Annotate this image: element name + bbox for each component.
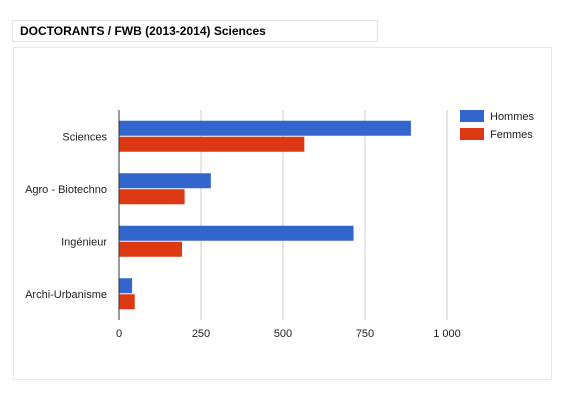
x-tick-label: 1 000 bbox=[433, 328, 461, 340]
bar-hommes-0 bbox=[119, 120, 411, 136]
chart-title-box: DOCTORANTS / FWB (2013-2014) Sciences bbox=[12, 20, 378, 42]
axes: 0 250 500 750 1 000 Sciences Agro - Biotechno I… bbox=[25, 110, 461, 340]
bar-hommes-2 bbox=[119, 225, 354, 241]
x-tick-label: 0 bbox=[116, 328, 122, 340]
y-category-label: Sciences bbox=[62, 131, 107, 143]
bar-hommes-3 bbox=[119, 278, 133, 294]
chart-panel: 0 250 500 750 1 000 Sciences Agro - Biotechno I… bbox=[13, 47, 552, 380]
y-category-label: Ingénieur bbox=[61, 236, 107, 248]
legend-label: Hommes bbox=[490, 111, 535, 123]
bar-chart: 0 250 500 750 1 000 Sciences Agro - Biotechno I… bbox=[25, 110, 535, 340]
x-tick-label: 250 bbox=[192, 328, 210, 340]
bar-femmes-2 bbox=[119, 241, 182, 257]
legend: Hommes Femmes bbox=[460, 110, 535, 141]
legend-label: Femmes bbox=[490, 129, 533, 141]
legend-swatch-femmes bbox=[460, 128, 484, 140]
bar-hommes-1 bbox=[119, 173, 211, 189]
bars bbox=[119, 120, 411, 310]
x-tick-label: 750 bbox=[356, 328, 374, 340]
bar-femmes-3 bbox=[119, 294, 135, 310]
y-category-label: Agro - Biotechno bbox=[25, 184, 107, 196]
bar-femmes-1 bbox=[119, 189, 185, 205]
x-tick-label: 500 bbox=[274, 328, 292, 340]
y-category-label: Archi-Urbanisme bbox=[25, 289, 107, 301]
bar-femmes-0 bbox=[119, 136, 305, 152]
chart-title: DOCTORANTS / FWB (2013-2014) Sciences bbox=[20, 24, 266, 38]
legend-swatch-hommes bbox=[460, 110, 484, 122]
